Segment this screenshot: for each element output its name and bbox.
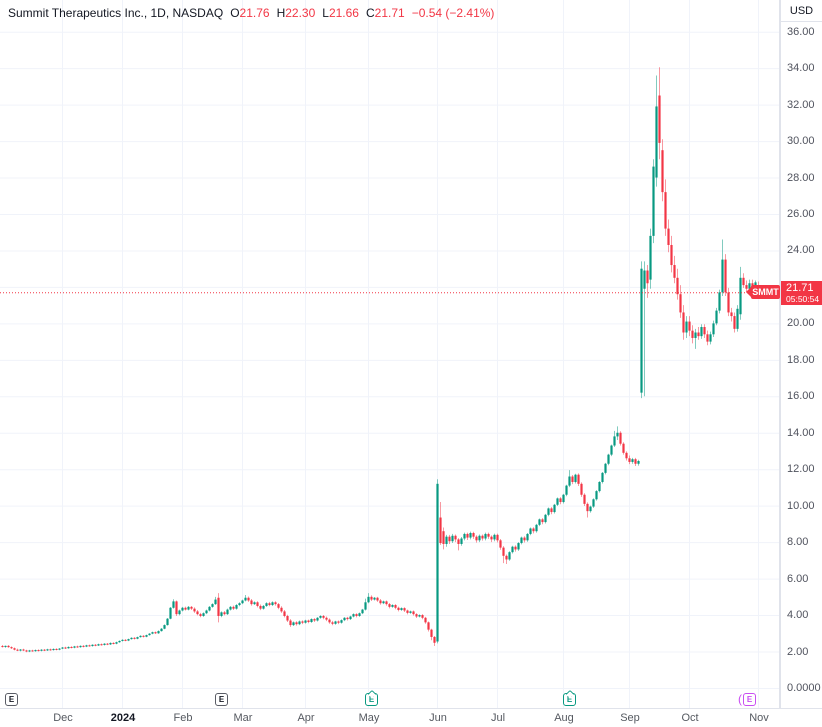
symbol-legend: Summit Therapeutics Inc., 1D, NASDAQ O21… bbox=[8, 6, 494, 20]
price-tick-label: 12.00 bbox=[787, 463, 815, 476]
price-tick-label: 30.00 bbox=[787, 135, 815, 148]
price-tick-label: 8.00 bbox=[787, 536, 809, 549]
last-price-value: 21.71 bbox=[786, 282, 814, 295]
chart-plot-area[interactable]: Summit Therapeutics Inc., 1D, NASDAQ O21… bbox=[0, 0, 780, 708]
price-tick-label: 10.00 bbox=[787, 499, 815, 512]
price-flag-label: SMMT bbox=[752, 287, 779, 298]
time-tick-label: Jul bbox=[490, 712, 506, 724]
price-tick-label: 0.0000 bbox=[787, 681, 821, 694]
time-tick-label: Jun bbox=[429, 712, 447, 724]
earnings-icon[interactable]: E bbox=[365, 693, 378, 706]
time-tick-label: Apr bbox=[297, 712, 315, 724]
price-tick-label: 32.00 bbox=[787, 98, 815, 111]
last-price-tag: 21.71 05:50:54 bbox=[781, 281, 822, 306]
price-tick-label: 4.00 bbox=[787, 609, 809, 622]
time-tick-label: Mar bbox=[233, 712, 253, 724]
time-tick-label: May bbox=[358, 712, 380, 724]
earnings-icon[interactable]: E bbox=[215, 693, 228, 706]
price-tick-label: 28.00 bbox=[787, 171, 815, 184]
time-axis[interactable]: Dec 2024 Feb Mar Apr May Jun Jul Aug Sep Oct Nov bbox=[0, 708, 822, 727]
open-value: O21.76 bbox=[230, 6, 270, 20]
price-tick-label: 20.00 bbox=[787, 317, 815, 330]
price-axis[interactable]: USD 36.00 34.00 32.00 30.00 28.00 26.00 24.00 2… bbox=[780, 0, 822, 727]
price-tick-label: 2.00 bbox=[787, 645, 809, 658]
price-tick-label: 34.00 bbox=[787, 62, 815, 75]
symbol-title[interactable]: Summit Therapeutics Inc., 1D, NASDAQ bbox=[8, 6, 224, 20]
time-tick-label: Feb bbox=[173, 712, 193, 724]
currency-label: USD bbox=[789, 4, 814, 17]
price-tick-label: 16.00 bbox=[787, 390, 815, 403]
time-tick-label: Nov bbox=[749, 712, 769, 724]
price-tick-label: 36.00 bbox=[787, 25, 815, 38]
earnings-icon[interactable]: E bbox=[738, 692, 756, 706]
high-value: H22.30 bbox=[276, 6, 316, 20]
price-tick-label: 6.00 bbox=[787, 572, 809, 585]
symbol-price-flag[interactable]: SMMT bbox=[746, 285, 780, 300]
low-value: L21.66 bbox=[322, 6, 359, 20]
currency-button[interactable]: USD bbox=[781, 0, 822, 22]
time-tick-label: Dec bbox=[53, 712, 73, 724]
bar-countdown: 05:50:54 bbox=[786, 294, 820, 305]
time-tick-label: Sep bbox=[620, 712, 640, 724]
price-tick-label: 14.00 bbox=[787, 426, 815, 439]
change-value: −0.54 (−2.41%) bbox=[411, 6, 495, 20]
candlestick-chart[interactable] bbox=[0, 0, 780, 708]
time-tick-label: Oct bbox=[681, 712, 699, 724]
candles-layer bbox=[1, 67, 760, 653]
price-tick-label: 26.00 bbox=[787, 208, 815, 220]
earnings-icon[interactable]: E bbox=[5, 693, 18, 706]
gridlines bbox=[0, 0, 780, 708]
price-tick-label: 18.00 bbox=[787, 353, 815, 366]
price-tick-label: 24.00 bbox=[787, 244, 815, 257]
time-tick-label: 2024 bbox=[110, 712, 136, 724]
earnings-icon[interactable]: E bbox=[563, 693, 576, 706]
time-tick-label: Aug bbox=[554, 712, 574, 724]
close-value: C21.71 bbox=[365, 6, 405, 20]
